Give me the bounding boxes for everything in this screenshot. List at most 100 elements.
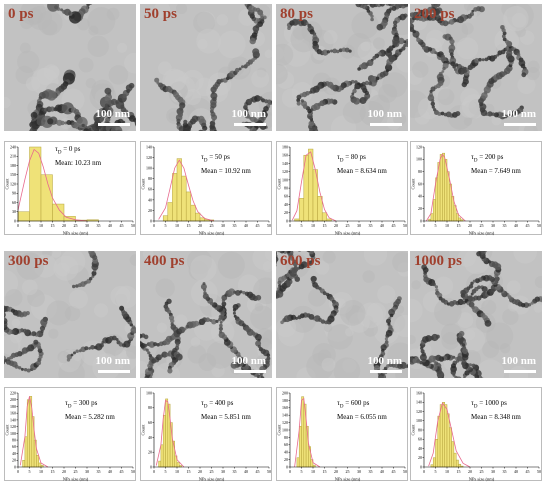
x-tick-label: 10 [311,469,315,474]
x-tick-label: 30 [221,469,225,474]
y-tick-label: 40 [148,435,152,440]
mean-label: Mean = 8.348 nm [471,413,521,422]
y-tick-label: 160 [282,153,288,158]
x-axis-title: NPs size (nm) [469,477,495,482]
x-tick-label: 25 [210,469,214,474]
y-tick-label: 160 [416,390,422,395]
x-tick-label: 30 [85,223,89,228]
x-tick-label: 40 [380,223,384,228]
scale-bar [370,370,402,373]
y-axis-title: Count [5,178,10,190]
y-tick-label: 40 [12,451,16,456]
histogram-bar [442,152,445,222]
histogram-bar [432,457,436,468]
x-axis-title: NPs size (nm) [335,477,361,482]
y-tick-label: 140 [10,417,16,422]
y-tick-label: 60 [12,200,16,205]
size-histogram: 0 5 10 15 20 25 30 35 40 45 50 0 20 40 60 80 100 120 140 NP… [140,141,272,236]
histogram-bar [430,464,434,468]
fit-curve [158,159,214,222]
x-tick-label: 0 [153,469,155,474]
fit-curve [294,397,321,468]
y-tick-label: 60 [284,442,288,447]
y-tick-label: 60 [148,187,152,192]
histogram-bar [444,159,448,222]
y-tick-label: 60 [418,181,422,186]
x-tick-label: 35 [233,223,237,228]
histogram-bar [326,218,332,222]
histogram-svg: 0 5 10 15 20 25 30 35 40 45 50 0 20 40 60 80 100 120 140 16… [411,390,542,482]
tem-image-panel: 50 ps 100 nm [140,4,272,131]
x-tick-label: 40 [380,469,384,474]
scale-bar-label: 100 nm [231,355,266,367]
tau-label: τD = 50 ps [201,153,230,164]
size-histogram: 0 5 10 15 20 25 30 35 40 45 50 0 20 40 60 80 100 120 140 16… [276,141,408,236]
y-tick-label: 80 [148,176,152,181]
x-tick-label: 45 [256,223,260,228]
y-tick-label: 120 [10,424,16,429]
y-tick-label: 140 [282,161,288,166]
histogram-bar [158,460,162,468]
x-tick-label: 50 [403,469,407,474]
size-histogram: 0 5 10 15 20 25 30 35 40 45 50 0 20 40 60 80 100 NPs size… [140,387,272,482]
scale-bar [234,370,266,373]
scale-bar [504,123,536,126]
histogram-bar [167,202,173,222]
histogram-svg: 0 5 10 15 20 25 30 35 40 45 50 0 20 40 60 80 100 120 NPs s… [411,144,542,235]
scale-bar [98,370,130,373]
x-tick-label: 30 [491,223,495,228]
x-tick-label: 35 [503,469,507,474]
mean-label: Mean: 10.23 nm [55,159,102,168]
y-tick-label: 60 [148,420,152,425]
histogram-bar [458,463,462,468]
histogram-bar [160,444,164,468]
histogram-bar [451,441,455,468]
x-tick-label: 45 [392,469,396,474]
y-tick-label: 20 [12,458,16,463]
y-tick-label: 80 [418,169,422,174]
y-tick-label: 0 [420,218,422,223]
tau-label: τD = 300 ps [65,399,98,410]
y-tick-label: 0 [286,218,288,223]
x-tick-label: 20 [198,223,202,228]
time-delay-label: 50 ps [144,6,177,22]
x-tick-label: 30 [221,223,225,228]
x-tick-label: 35 [233,469,237,474]
y-axis-title: Count [141,424,146,436]
x-tick-label: 40 [244,223,248,228]
y-tick-label: 20 [284,210,288,215]
x-tick-label: 35 [369,223,373,228]
y-tick-label: 0 [420,464,422,469]
tau-value: 400 ps [214,399,234,407]
histogram-bar [439,404,443,468]
mean-label: Mean = 5.282 nm [65,413,115,422]
y-tick-label: 40 [284,202,288,207]
tau-label: τD = 600 ps [337,399,370,410]
size-histogram: 0 5 10 15 20 25 30 35 40 45 50 0 20 40 60 80 100 120 140 16… [410,387,542,482]
tau-label: τD = 1000 ps [471,399,507,410]
tau-label: τD = 0 ps [55,145,81,156]
histogram-bar [181,175,187,222]
tau-label: τD = 200 ps [471,153,504,164]
fit-curve [428,402,471,468]
y-tick-label: 180 [282,144,288,149]
histogram-bar [294,218,300,222]
tem-image-panel: 300 ps 100 nm [4,251,136,378]
time-delay-label: 1000 ps [414,253,462,269]
histogram-bar [432,199,436,222]
y-tick-label: 40 [284,450,288,455]
x-tick-label: 10 [445,469,449,474]
x-tick-label: 15 [51,223,55,228]
x-tick-label: 15 [187,223,191,228]
y-tick-label: 0 [150,464,152,469]
x-tick-label: 15 [457,469,461,474]
x-tick-label: 0 [423,469,425,474]
y-tick-label: 120 [146,155,152,160]
y-tick-label: 120 [282,169,288,174]
fit-curve [19,396,49,468]
scale-bar-label: 100 nm [95,355,130,367]
histogram-stats: τD = 300 ps Mean = 5.282 nm [65,398,115,422]
tau-value: 0 ps [68,145,81,153]
x-tick-label: 35 [97,223,101,228]
x-tick-label: 25 [74,469,78,474]
